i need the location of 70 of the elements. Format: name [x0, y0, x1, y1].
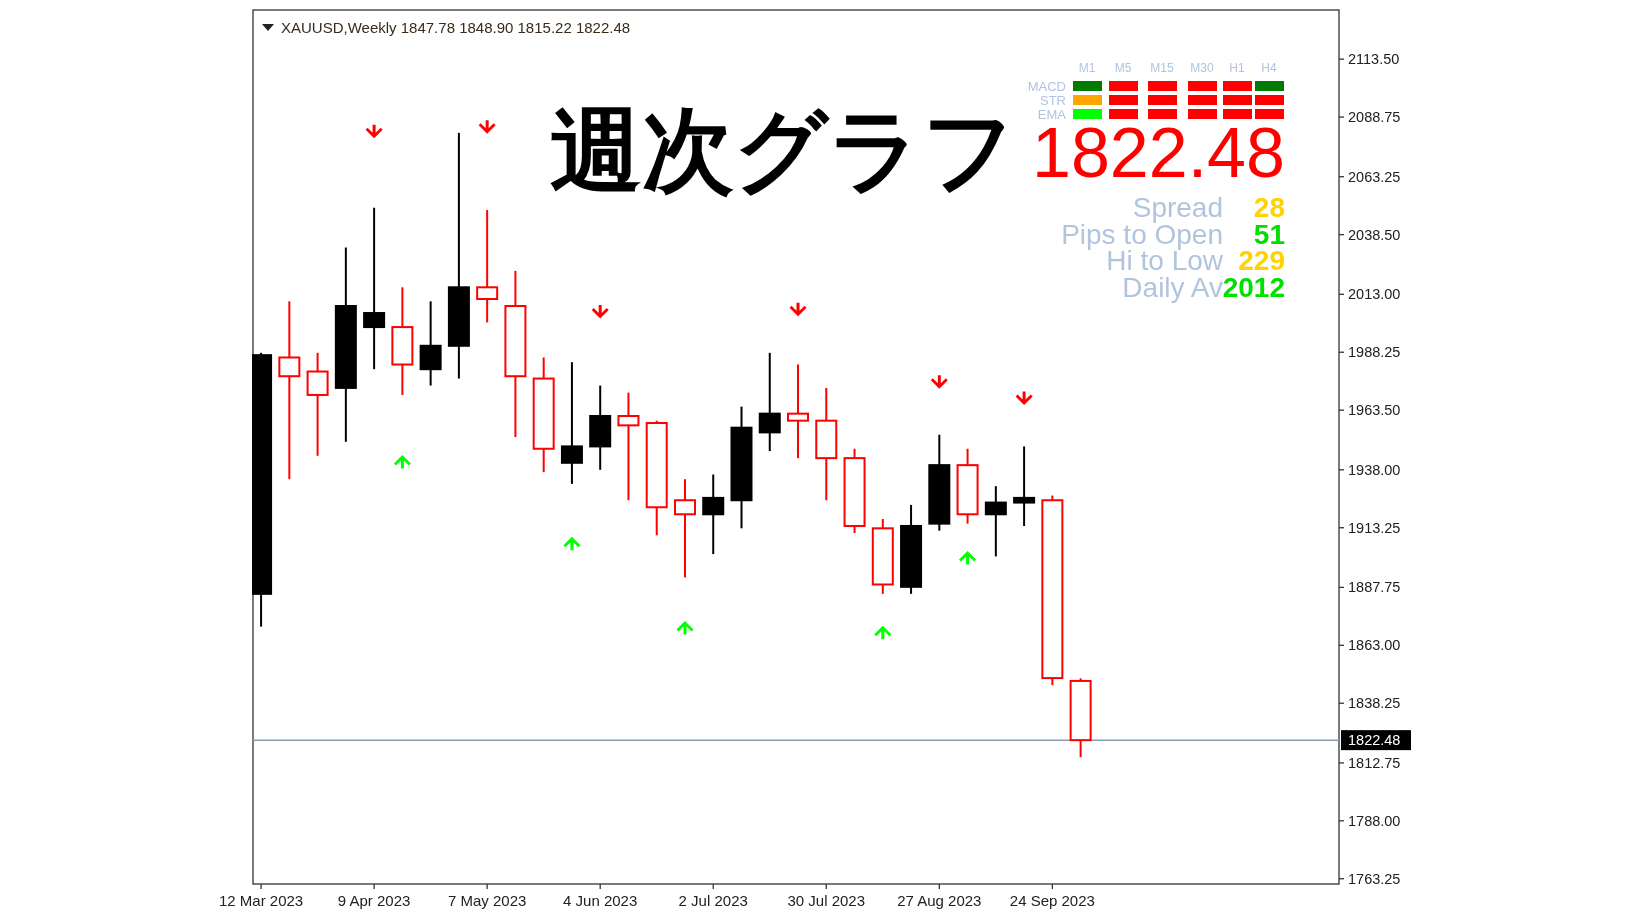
y-tick-label: 2063.25 — [1348, 168, 1401, 185]
point — [393, 454, 411, 469]
annotation: M1 — [1078, 61, 1096, 75]
text: XAUUSD,Weekly 1847.78 1848.90 1815.22 1822.48 — [281, 19, 631, 36]
y-tick-label: 2088.75 — [1348, 109, 1401, 126]
candlestick — [617, 391, 640, 502]
y-tick-label: 1887.75 — [1348, 579, 1401, 596]
x-tick-label: 24 Sep 2023 — [1009, 892, 1095, 909]
y-tick-label: 2038.50 — [1348, 226, 1401, 243]
y-tick-label: 1988.25 — [1348, 344, 1401, 361]
candlestick — [815, 386, 838, 502]
y-tick-label: 2113.50 — [1348, 51, 1400, 68]
candlestick — [787, 363, 810, 460]
candlestick — [673, 478, 696, 579]
y-tick-label: 1763.25 — [1348, 870, 1401, 887]
candlestick — [956, 447, 979, 525]
annotation: STR — [1040, 93, 1066, 108]
annotation: EMA — [1037, 107, 1067, 122]
y-tick-label: 1938.00 — [1348, 461, 1401, 478]
y-tick-label: 1963.50 — [1348, 402, 1401, 419]
x-tick-label: 9 Apr 2023 — [337, 892, 411, 909]
candlestick — [476, 209, 499, 324]
point — [959, 550, 977, 565]
point — [591, 305, 609, 319]
candlestick — [984, 485, 1007, 558]
annotation: M15 — [1150, 61, 1174, 75]
candlestick — [758, 351, 781, 453]
annotation: M30 — [1190, 61, 1214, 75]
candlestick — [306, 351, 329, 457]
annotation: MACD — [1027, 79, 1066, 94]
annotation: M5 — [1114, 61, 1132, 75]
candlestick — [560, 361, 583, 485]
annotation: Spread — [1132, 192, 1223, 223]
x-tick-label: 27 Aug 2023 — [897, 892, 982, 909]
candlestick — [391, 286, 414, 396]
candlestick — [589, 384, 612, 471]
point — [563, 536, 581, 551]
x-tick-label: 2 Jul 2023 — [678, 892, 748, 909]
text: 週次グラフ — [550, 97, 1016, 204]
point — [930, 375, 948, 389]
candlestick — [702, 473, 725, 556]
annotation: H1 — [1229, 61, 1245, 75]
annotation: Daily Av — [1122, 271, 1223, 303]
candlestick — [419, 300, 442, 387]
ref-line-label: 1822.48 — [1348, 732, 1401, 749]
point — [365, 124, 383, 139]
candlestick — [334, 246, 357, 443]
y-tick-label: 1863.00 — [1348, 637, 1401, 654]
y-tick-label: 1838.25 — [1348, 695, 1401, 712]
x-tick-label: 30 Jul 2023 — [787, 892, 866, 909]
point — [676, 621, 694, 635]
candlestick — [447, 131, 470, 380]
x-tick-label: 7 May 2023 — [447, 892, 527, 909]
candlestick — [363, 206, 386, 371]
y-tick-label: 2013.00 — [1348, 286, 1401, 303]
point — [1015, 391, 1033, 406]
point — [789, 302, 807, 317]
candlestick — [278, 300, 301, 481]
candlestick — [504, 269, 527, 439]
point — [874, 625, 892, 640]
x-tick-label: 4 Jun 2023 — [563, 892, 638, 909]
y-tick-label: 1788.00 — [1348, 812, 1401, 829]
candlestick — [532, 356, 555, 474]
x-tick-label: 12 Mar 2023 — [218, 892, 304, 909]
y-tick-label: 1812.75 — [1348, 754, 1401, 771]
candlestick — [730, 405, 753, 530]
annotation: H4 — [1261, 61, 1277, 75]
candlestick — [1013, 445, 1036, 527]
point — [478, 120, 496, 134]
y-tick-label: 1913.25 — [1348, 519, 1401, 536]
